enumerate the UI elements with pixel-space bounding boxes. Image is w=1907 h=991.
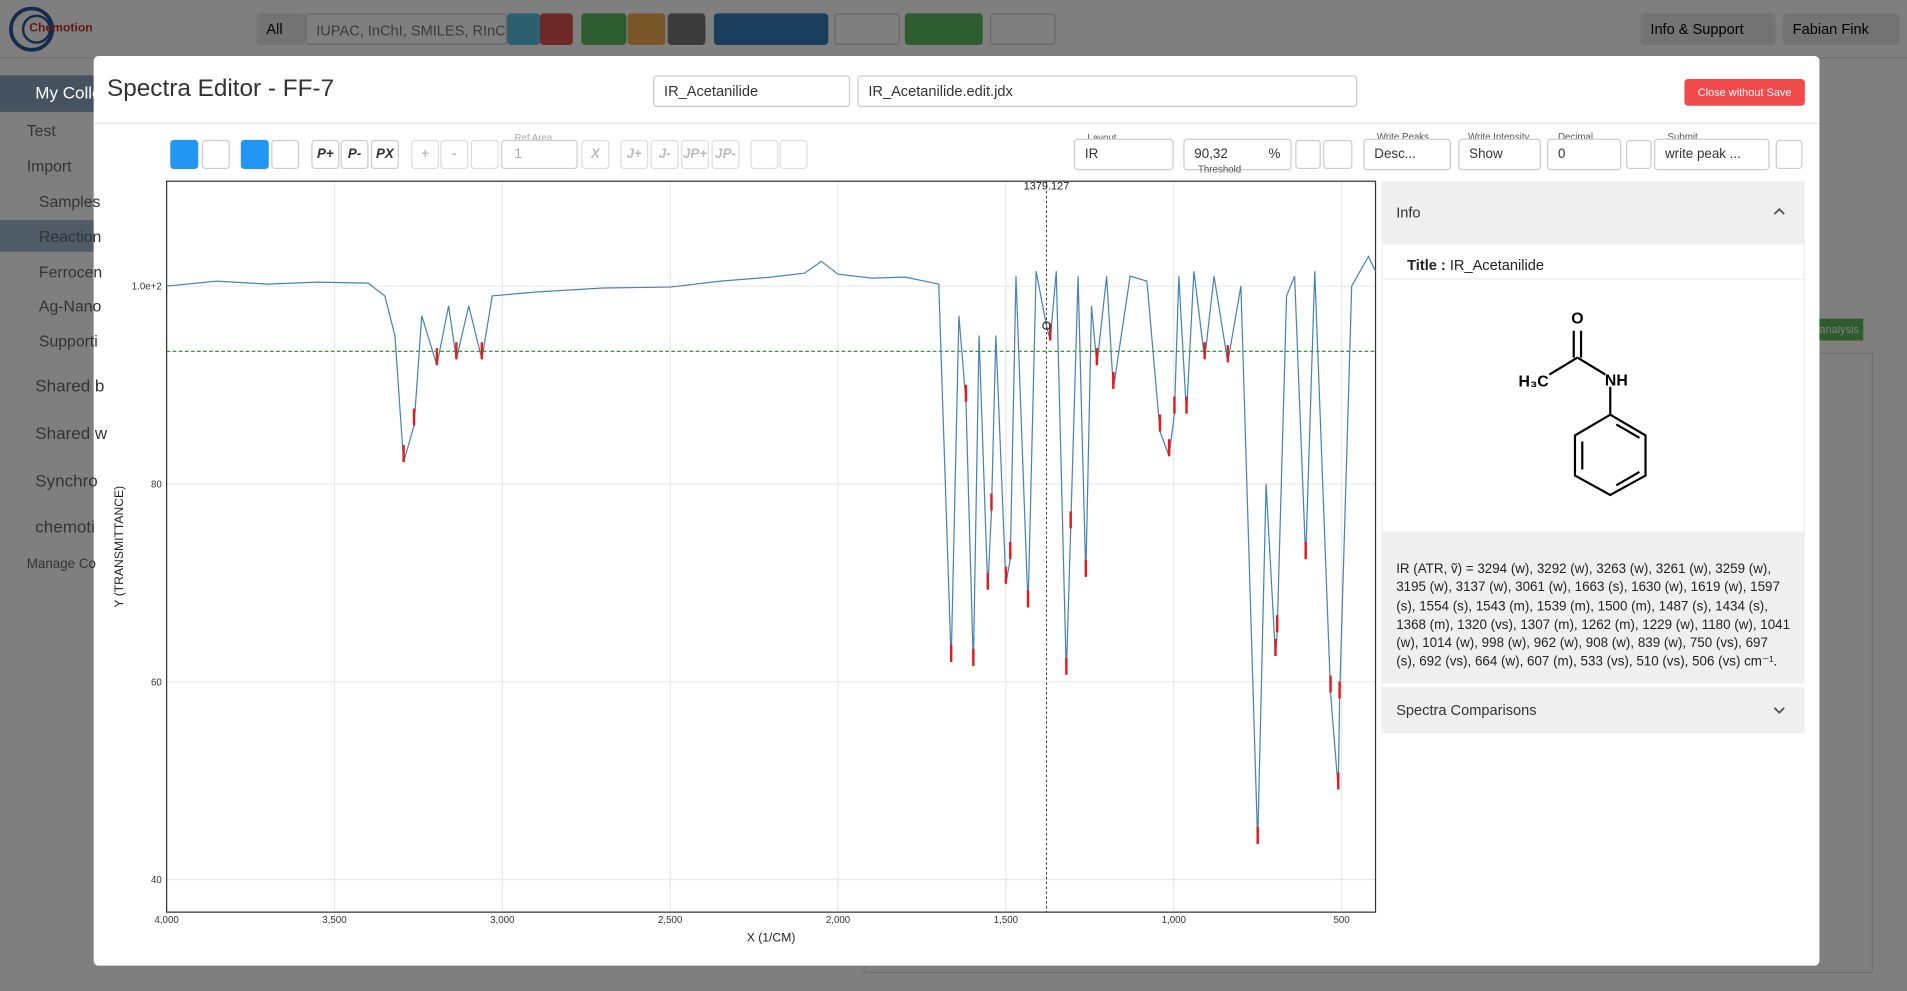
sidebar-item[interactable]: Reaction xyxy=(39,227,101,245)
sidebar-item[interactable]: Ferrocen xyxy=(39,263,102,281)
toolbar-button[interactable]: + xyxy=(411,140,439,169)
toolbar-button[interactable] xyxy=(241,140,269,169)
y-tick-label: 1.0e+2 xyxy=(132,282,162,293)
toolbar-button[interactable]: P+ xyxy=(311,140,339,169)
write-peaks-select[interactable]: Desc... xyxy=(1363,139,1451,171)
toolbar-button[interactable]: J- xyxy=(651,140,679,169)
field-label: Threshold xyxy=(1198,164,1241,175)
comparisons-header[interactable]: Spectra Comparisons xyxy=(1382,687,1805,733)
y-axis-title: Y (TRANSMITTANCE) xyxy=(112,486,126,608)
toolbar-button[interactable] xyxy=(471,140,499,169)
toolbar-button[interactable] xyxy=(1323,140,1352,169)
toolbar-button[interactable] xyxy=(1626,140,1652,169)
toolbar-button[interactable]: PX xyxy=(371,140,399,169)
molecule-structure: O NH H₃C xyxy=(1383,280,1806,532)
cursor-label: 1379.127 xyxy=(1024,181,1070,193)
comparisons-heading: Spectra Comparisons xyxy=(1396,702,1536,719)
submit-select[interactable]: write peak ... xyxy=(1654,139,1770,171)
peak-list: IR (ATR, ṽ) = 3294 (w), 3292 (w), 3263 (… xyxy=(1382,531,1805,683)
sidebar-item[interactable]: Shared b xyxy=(35,376,104,395)
toolbar-button[interactable] xyxy=(170,140,198,169)
toolbar-button[interactable]: X xyxy=(581,140,609,169)
x-axis-title: X (1/CM) xyxy=(747,930,796,944)
title-value: IR_Acetanilide xyxy=(1450,257,1544,274)
sidebar-item[interactable]: Synchro xyxy=(35,471,97,490)
info-heading: Info xyxy=(1396,204,1420,221)
title-label: Title : xyxy=(1407,257,1446,274)
toolbar-button[interactable]: J+ xyxy=(620,140,648,169)
plot-frame xyxy=(167,181,1376,912)
toolbar-button[interactable] xyxy=(271,140,299,169)
toolbar-button[interactable] xyxy=(750,140,778,169)
x-tick-label: 1,500 xyxy=(994,915,1019,926)
x-tick-label: 4,000 xyxy=(154,915,179,926)
atom-label: NH xyxy=(1605,373,1628,390)
threshold-unit: % xyxy=(1268,147,1280,162)
info-body: Title : IR_Acetanilide O NH H₃C xyxy=(1382,244,1805,531)
y-tick-label: 40 xyxy=(151,875,162,886)
toolbar-button[interactable] xyxy=(780,140,808,169)
toolbar-button[interactable] xyxy=(1295,140,1321,169)
expand-icon xyxy=(1773,705,1785,715)
sidebar-item[interactable]: chemoti xyxy=(35,517,95,536)
toolbar-button[interactable]: P- xyxy=(341,140,369,169)
sidebar-item[interactable]: Shared w xyxy=(35,423,107,442)
x-tick-label: 2,000 xyxy=(826,915,851,926)
toolbar-button[interactable]: JP- xyxy=(711,140,739,169)
sidebar-item[interactable]: Ag-Nano xyxy=(39,297,101,315)
x-tick-label: 1,000 xyxy=(1162,915,1187,926)
collapse-icon xyxy=(1773,207,1785,217)
atom-label: H₃C xyxy=(1519,374,1549,391)
atom-label: O xyxy=(1571,311,1583,328)
layout-select[interactable]: IR xyxy=(1074,139,1174,171)
x-tick-label: 3,500 xyxy=(322,915,347,926)
x-tick-label: 500 xyxy=(1334,915,1351,926)
write-intensity-select[interactable]: Show xyxy=(1458,139,1541,171)
sidebar-item[interactable]: Import xyxy=(27,157,72,175)
sidebar-item[interactable]: Supporti xyxy=(39,332,98,350)
title-row: Title : IR_Acetanilide xyxy=(1407,257,1544,274)
ref-area-input[interactable]: 1 xyxy=(501,140,578,169)
sidebar-item[interactable]: Manage Co xyxy=(27,557,96,572)
spectrum-line xyxy=(167,256,1376,844)
sidebar-item[interactable]: Samples xyxy=(39,192,101,210)
x-tick-label: 2,500 xyxy=(658,915,683,926)
y-tick-label: 80 xyxy=(151,480,162,491)
info-header[interactable]: Info xyxy=(1382,181,1805,244)
y-tick-label: 60 xyxy=(151,677,162,688)
toolbar-button[interactable] xyxy=(1776,140,1803,169)
toolbar-button[interactable]: JP+ xyxy=(681,140,709,169)
sidebar-item[interactable]: Test xyxy=(27,122,56,140)
toolbar-button[interactable] xyxy=(202,140,230,169)
decimal-select[interactable]: 0 xyxy=(1547,139,1621,171)
x-tick-label: 3,000 xyxy=(490,915,515,926)
sidebar-item[interactable]: My Colle xyxy=(35,83,101,102)
toolbar-button[interactable]: - xyxy=(440,140,468,169)
